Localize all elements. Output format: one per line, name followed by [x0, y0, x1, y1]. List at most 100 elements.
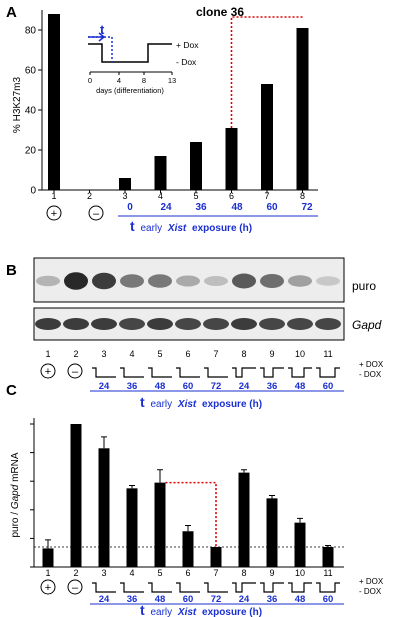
a-lane-number: 8 [300, 191, 305, 201]
a-lane-number: 7 [264, 191, 269, 201]
c-lane-number: 5 [157, 568, 162, 578]
inset-dox-line [88, 43, 172, 63]
a-xlabel: t early Xist exposure (h) [130, 218, 252, 234]
b-hours-label: 48 [155, 381, 166, 392]
b-lane-number: 1 [45, 349, 50, 359]
a-bar-4 [154, 156, 167, 190]
c-lane-number: 6 [185, 568, 190, 578]
minus-symbol: – [72, 366, 79, 378]
chart-c: puro / Gapd mRNA 1 2 3 4 5 6 7 8 9 10 11 + – + DOX… [10, 418, 384, 617]
plus-symbol: + [51, 208, 57, 220]
b-lane-number: 9 [269, 349, 274, 359]
c-xlabel: t early Xist exposure (h) [140, 602, 262, 617]
c-errorbar [269, 495, 275, 499]
b-lane-number: 8 [241, 349, 246, 359]
gapd-label: Gapd [352, 318, 382, 332]
b-dox-step [260, 367, 284, 378]
blot-b: puro Gapd 1 2 3 4 5 6 7 8 9 10 11 + – + DOX - DOX … [33, 257, 384, 410]
c-bar-6 [182, 531, 194, 567]
b-xlabel: t early Xist exposure (h) [140, 394, 262, 410]
chart-a-ylabel: % H3K27m3 [12, 76, 23, 133]
inset-t-label: t [100, 22, 105, 37]
c-errorbar [185, 525, 191, 532]
a-ytick-label: 20 [25, 146, 37, 157]
c-hours-label: 36 [267, 594, 278, 605]
a-ytick-label: 60 [25, 66, 37, 77]
b-dox-step [232, 367, 256, 378]
c-dox-step [92, 582, 116, 593]
b-hours-label: 24 [99, 381, 110, 392]
b-lane-number: 11 [323, 349, 332, 359]
c-hours-label: 24 [239, 594, 250, 605]
a-ytick-label: 40 [25, 106, 37, 117]
minus-circle-icon [67, 579, 83, 595]
a-lane-number: 1 [51, 191, 56, 201]
puro-band [288, 275, 312, 287]
puro-band [176, 275, 200, 287]
puro-band [260, 274, 284, 288]
a-bar-8 [296, 28, 309, 190]
c-lane-number: 1 [45, 568, 50, 578]
b-lane-number: 2 [73, 349, 78, 359]
c-errorbar [241, 469, 247, 473]
plus-circle-icon [40, 579, 56, 595]
c-dox-step [288, 582, 312, 593]
c-bar-1 [42, 548, 54, 567]
panel-letter-c: C [6, 382, 17, 399]
c-bar-9 [266, 498, 278, 567]
a-lane-number: 5 [193, 191, 198, 201]
gapd-band [287, 318, 313, 330]
c-bar-10 [294, 522, 306, 567]
puro-label: puro [352, 279, 376, 293]
chart-c-ylabel: puro / Gapd mRNA [10, 452, 21, 537]
a-bar-7 [261, 84, 273, 190]
c-hours-label: 48 [295, 594, 306, 605]
b-hours-label: 36 [267, 381, 278, 392]
c-errorbar [157, 469, 163, 483]
b-dox-step [316, 367, 340, 378]
c-lane-number: 11 [323, 568, 332, 578]
c-errorbar [129, 484, 135, 489]
b-dox-step [92, 367, 116, 378]
c-dox-step [316, 582, 340, 593]
b-hours-label: 36 [127, 381, 138, 392]
a-ytick-label: 80 [25, 26, 37, 37]
chart-c-dotted-bracket [165, 481, 217, 547]
gapd-band [231, 318, 257, 330]
gapd-band [119, 318, 145, 330]
c-bar-2 [70, 424, 82, 567]
b-lane-number: 3 [101, 349, 106, 359]
inset-tick-13: 13 [168, 76, 176, 85]
c-bar-4 [126, 488, 138, 567]
minus-circle-icon [88, 205, 104, 221]
a-hours-2: 36 [195, 202, 207, 213]
c-plus-dox: + DOX [359, 577, 384, 586]
c-hours-label: 72 [211, 594, 222, 605]
gapd-band [259, 318, 285, 330]
b-dox-step [176, 367, 200, 378]
a-hours-3: 48 [231, 202, 243, 213]
b-lane-number: 7 [213, 349, 218, 359]
puro-band [148, 274, 172, 288]
puro-band [204, 276, 228, 286]
gapd-band [175, 318, 201, 330]
c-lane-number: 3 [101, 568, 106, 578]
c-hours-label: 60 [183, 594, 194, 605]
inset-plus-dox: + Dox [176, 40, 199, 50]
puro-band [232, 273, 256, 289]
puro-band [92, 272, 116, 290]
chart-a-title: clone 36 [196, 5, 244, 19]
c-dox-step [204, 582, 228, 593]
a-hours-0: 0 [127, 202, 133, 213]
a-hours-4: 60 [266, 202, 278, 213]
puro-band [64, 272, 88, 290]
c-errorbar [45, 539, 51, 549]
a-bar-1 [48, 14, 60, 190]
b-dox-step [204, 367, 228, 378]
b-dox-step [148, 367, 172, 378]
c-minus-dox: - DOX [359, 587, 382, 596]
a-bar-6 [225, 128, 238, 190]
c-lane-number: 9 [269, 568, 274, 578]
b-dox-step [120, 367, 144, 378]
